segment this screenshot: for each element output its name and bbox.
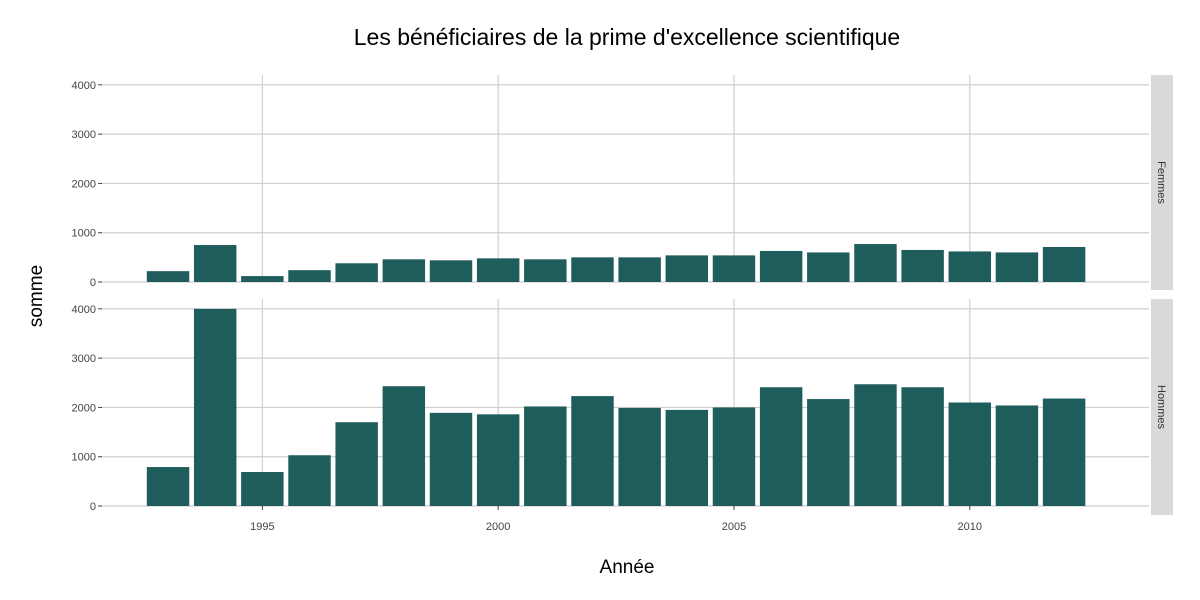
bar: [382, 259, 426, 282]
facet-strip: [1151, 299, 1173, 515]
bar: [524, 259, 567, 282]
y-tick-label: 4000: [72, 80, 96, 92]
bar: [476, 414, 520, 506]
y-tick-label: 2000: [72, 402, 96, 414]
bar: [524, 406, 567, 506]
facet-label: Femmes: [1155, 161, 1167, 204]
bar: [712, 255, 756, 282]
bar: [476, 258, 520, 282]
y-axis-title: somme: [26, 265, 47, 327]
bar: [759, 250, 803, 282]
y-tick-label: 0: [90, 277, 96, 289]
bar: [193, 245, 237, 282]
facet-label: Hommes: [1155, 385, 1167, 430]
bar: [335, 422, 378, 506]
bar: [241, 276, 284, 282]
x-tick-label: 1995: [250, 521, 274, 533]
y-tick-label: 4000: [72, 304, 96, 316]
bar: [288, 270, 331, 282]
bar: [146, 467, 190, 506]
bar: [807, 252, 850, 282]
x-axis-title: Année: [600, 557, 655, 578]
bar: [193, 308, 237, 506]
bar: [241, 471, 284, 506]
bar: [759, 387, 803, 506]
panel-femmes: 0 1000 2000 3000 4000 Femmes: [72, 75, 1173, 290]
y-tick-label: 2000: [72, 178, 96, 190]
y-tick-label: 0: [90, 501, 96, 513]
facet-strip: [1151, 75, 1173, 290]
bar: [571, 257, 614, 282]
bar: [382, 386, 426, 506]
x-tick-label: 2000: [486, 521, 510, 533]
bar: [995, 252, 1039, 282]
chart-title: Les bénéficiaires de la prime d'excellen…: [354, 24, 900, 50]
x-tick-label: 2005: [722, 521, 746, 533]
bar: [429, 412, 473, 506]
bar: [948, 402, 992, 506]
bar: [807, 399, 850, 506]
y-tick-label: 1000: [72, 228, 96, 240]
bar: [146, 271, 190, 282]
y-tick-label: 3000: [72, 353, 96, 365]
bar: [948, 251, 992, 282]
bar: [854, 384, 897, 506]
facet-panels: 0 1000 2000 3000 4000 Femmes 0 1000 2000 3000 4000…: [72, 75, 1173, 515]
bar: [288, 455, 331, 506]
bar: [1042, 247, 1086, 282]
bar: [665, 409, 709, 506]
bar: [429, 260, 473, 282]
bar: [571, 396, 614, 506]
bar: [854, 244, 897, 282]
panel-hommes: 0 1000 2000 3000 4000 Hommes: [72, 299, 1173, 515]
bar: [618, 407, 661, 506]
x-tick-label: 2010: [958, 521, 982, 533]
x-axis: 1995 2000 2005 2010: [250, 506, 982, 533]
bar: [901, 387, 944, 506]
bar: [335, 263, 378, 282]
y-tick-label: 3000: [72, 129, 96, 141]
bar: [618, 257, 661, 282]
bar: [712, 407, 756, 506]
y-tick-label: 1000: [72, 452, 96, 464]
bar: [665, 255, 709, 282]
bar: [1042, 398, 1086, 506]
bar: [901, 249, 944, 282]
bar: [995, 405, 1039, 506]
